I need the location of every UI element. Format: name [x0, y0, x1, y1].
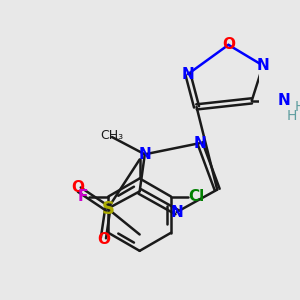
Text: Cl: Cl: [189, 189, 205, 204]
Text: O: O: [71, 180, 84, 195]
Text: N: N: [194, 136, 206, 151]
Text: CH₃: CH₃: [100, 129, 124, 142]
Text: H: H: [295, 100, 300, 114]
Text: O: O: [222, 37, 235, 52]
Text: N: N: [138, 147, 151, 162]
Text: N: N: [278, 93, 291, 108]
Text: N: N: [256, 58, 269, 73]
Text: S: S: [101, 200, 114, 217]
Text: F: F: [77, 189, 88, 204]
Text: H: H: [286, 109, 296, 122]
Text: N: N: [170, 205, 183, 220]
Text: N: N: [182, 67, 194, 82]
Text: O: O: [97, 232, 110, 247]
